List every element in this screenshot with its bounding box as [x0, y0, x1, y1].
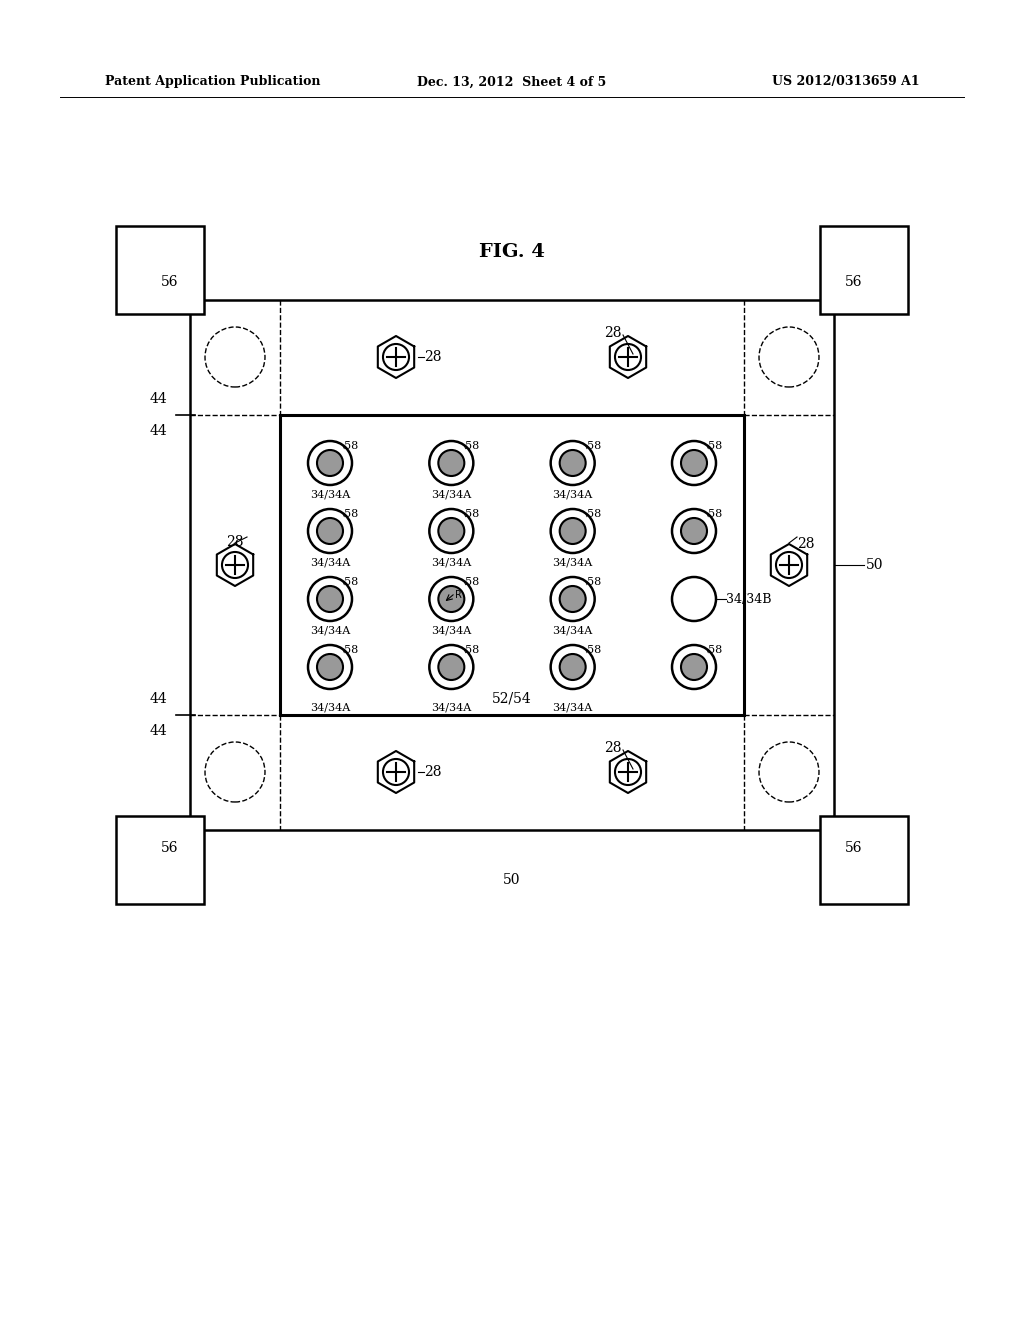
Circle shape	[205, 742, 265, 803]
Text: 58: 58	[587, 577, 601, 587]
Text: 58: 58	[587, 645, 601, 655]
Circle shape	[317, 517, 343, 544]
Circle shape	[615, 345, 641, 370]
Text: 44: 44	[150, 692, 167, 706]
Circle shape	[308, 645, 352, 689]
Circle shape	[429, 510, 473, 553]
Circle shape	[551, 645, 595, 689]
Text: 34/34A: 34/34A	[431, 702, 471, 711]
Circle shape	[205, 327, 265, 387]
Circle shape	[672, 645, 716, 689]
Text: 58: 58	[344, 510, 358, 519]
Text: 58: 58	[587, 441, 601, 451]
Circle shape	[672, 577, 716, 620]
Circle shape	[759, 327, 819, 387]
Text: 52/54: 52/54	[493, 690, 531, 705]
Circle shape	[317, 586, 343, 612]
Text: 58: 58	[465, 510, 479, 519]
Text: 58: 58	[465, 645, 479, 655]
Bar	[820, 226, 908, 314]
Text: 44: 44	[150, 392, 167, 407]
Text: 28: 28	[604, 326, 622, 341]
Text: 28: 28	[797, 537, 814, 550]
Text: 28: 28	[424, 350, 441, 364]
Text: 58: 58	[465, 577, 479, 587]
Circle shape	[438, 653, 464, 680]
Text: 56: 56	[845, 841, 863, 855]
Text: 34/34A: 34/34A	[431, 490, 471, 500]
Text: 34/34A: 34/34A	[431, 558, 471, 568]
Text: 58: 58	[587, 510, 601, 519]
Text: 56: 56	[161, 841, 179, 855]
Circle shape	[383, 759, 409, 785]
Circle shape	[308, 577, 352, 620]
Text: 58: 58	[344, 645, 358, 655]
Circle shape	[308, 510, 352, 553]
Text: 34/34A: 34/34A	[431, 626, 471, 636]
Text: 58: 58	[344, 577, 358, 587]
Circle shape	[681, 450, 707, 477]
Circle shape	[551, 510, 595, 553]
Bar	[116, 226, 204, 314]
Circle shape	[317, 653, 343, 680]
Text: 56: 56	[845, 275, 863, 289]
Circle shape	[317, 450, 343, 477]
Circle shape	[429, 577, 473, 620]
Circle shape	[672, 441, 716, 484]
Circle shape	[672, 510, 716, 553]
Circle shape	[560, 653, 586, 680]
Text: 34/34A: 34/34A	[310, 702, 350, 711]
Text: 58: 58	[708, 645, 722, 655]
Text: 34/34A: 34/34A	[553, 626, 593, 636]
Circle shape	[308, 441, 352, 484]
Text: 58: 58	[465, 441, 479, 451]
Text: Dec. 13, 2012  Sheet 4 of 5: Dec. 13, 2012 Sheet 4 of 5	[418, 75, 606, 88]
Circle shape	[560, 586, 586, 612]
Circle shape	[429, 441, 473, 484]
Text: 56: 56	[161, 275, 179, 289]
Text: 50: 50	[503, 873, 521, 887]
Text: 58: 58	[708, 441, 722, 451]
Bar	[820, 816, 908, 904]
Text: 58: 58	[708, 510, 722, 519]
Circle shape	[560, 517, 586, 544]
Circle shape	[222, 552, 248, 578]
Text: R: R	[456, 590, 462, 601]
Circle shape	[429, 645, 473, 689]
Circle shape	[438, 586, 464, 612]
Text: 44: 44	[150, 723, 167, 738]
Circle shape	[560, 450, 586, 477]
Circle shape	[681, 517, 707, 544]
Circle shape	[681, 653, 707, 680]
Text: Patent Application Publication: Patent Application Publication	[105, 75, 321, 88]
Text: 34/34A: 34/34A	[553, 490, 593, 500]
Circle shape	[759, 742, 819, 803]
Text: FIG. 4: FIG. 4	[479, 243, 545, 261]
Bar	[190, 300, 834, 830]
Circle shape	[383, 345, 409, 370]
Text: US 2012/0313659 A1: US 2012/0313659 A1	[772, 75, 920, 88]
Text: 58: 58	[344, 441, 358, 451]
Text: 28: 28	[424, 766, 441, 779]
Text: 34/34A: 34/34A	[310, 558, 350, 568]
Text: 28: 28	[604, 741, 622, 755]
Text: 34/34A: 34/34A	[310, 490, 350, 500]
Text: 34/34B: 34/34B	[726, 593, 771, 606]
Text: 28: 28	[226, 535, 244, 549]
Text: 50: 50	[866, 558, 884, 572]
Circle shape	[551, 441, 595, 484]
Circle shape	[776, 552, 802, 578]
Text: 44: 44	[150, 424, 167, 438]
Circle shape	[551, 577, 595, 620]
Circle shape	[438, 517, 464, 544]
Circle shape	[438, 450, 464, 477]
Bar	[280, 414, 744, 715]
Text: 34/34A: 34/34A	[553, 702, 593, 711]
Bar	[116, 816, 204, 904]
Circle shape	[615, 759, 641, 785]
Text: 34/34A: 34/34A	[310, 626, 350, 636]
Text: 34/34A: 34/34A	[553, 558, 593, 568]
